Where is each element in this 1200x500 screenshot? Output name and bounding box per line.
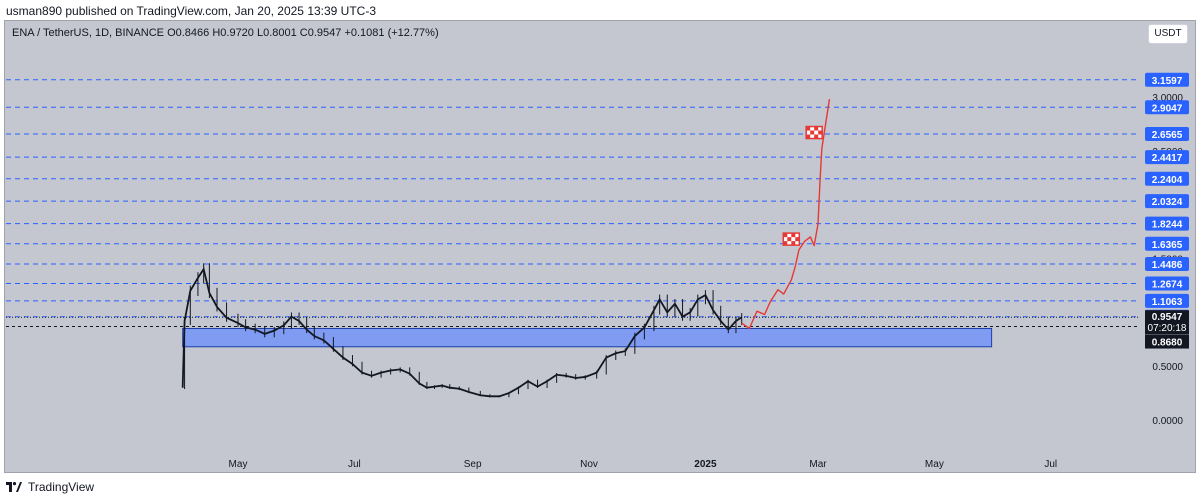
tradingview-logo-icon: [6, 482, 22, 492]
flag-check: [814, 134, 819, 139]
flag-check: [818, 130, 823, 135]
level-label-bg: [1145, 126, 1189, 141]
flag-check: [783, 233, 788, 238]
level-label: 1.8244: [1152, 220, 1183, 231]
brand-name: TradingView: [28, 480, 95, 494]
level-label-bg: [1145, 216, 1189, 231]
price-line: [181, 267, 743, 398]
flag-check: [814, 126, 819, 131]
x-tick-label: May: [925, 459, 944, 470]
x-tick-label: May: [229, 459, 248, 470]
countdown-label: 07:20:18: [1148, 323, 1187, 334]
support-label: 0.8680: [1152, 338, 1183, 349]
level-label-bg: [1145, 194, 1189, 209]
level-label: 2.0324: [1152, 197, 1183, 208]
x-tick-label: Nov: [580, 459, 598, 470]
level-label: 3.1597: [1152, 76, 1183, 87]
symbol-ohlc-line: ENA / TetherUS, 1D, BINANCE O0.8466 H0.9…: [12, 27, 439, 39]
flag-check: [791, 241, 796, 246]
projection-line: [741, 99, 831, 330]
level-label-bg: [1145, 171, 1189, 186]
level-label: 1.4486: [1152, 260, 1183, 271]
flag-check: [795, 237, 800, 242]
level-label-bg: [1145, 276, 1189, 291]
flag-check: [791, 233, 796, 238]
x-tick-label: Jul: [348, 459, 361, 470]
level-label: 1.1063: [1152, 297, 1183, 308]
x-tick-label: 2025: [694, 459, 717, 470]
target-flag-icon: [782, 232, 801, 246]
support-label-bg: [1145, 334, 1189, 349]
flag-check: [787, 237, 792, 242]
publish-info: usman890 published on TradingView.com, J…: [6, 4, 377, 18]
flag-check: [806, 134, 811, 139]
current-price-label-bg: [1145, 310, 1189, 335]
chart-panel[interactable]: [4, 20, 1196, 473]
level-label-bg: [1145, 257, 1189, 272]
footer-branding[interactable]: TradingView: [6, 480, 94, 494]
x-tick-label: Mar: [809, 459, 827, 470]
level-label-bg: [1145, 150, 1189, 165]
level-label-bg: [1145, 236, 1189, 251]
flag-check: [806, 126, 811, 131]
y-tick-label: 0.5000: [1152, 362, 1183, 373]
currency-unit-button[interactable]: USDT: [1148, 24, 1188, 44]
x-tick-label: Sep: [464, 459, 482, 470]
y-tick-label: 0.0000: [1152, 416, 1183, 427]
level-label-bg: [1145, 293, 1189, 308]
level-label: 1.6365: [1152, 240, 1183, 251]
current-price-label: 0.9547: [1152, 312, 1183, 323]
y-tick-label: 3.0000: [1152, 93, 1183, 104]
level-label-bg: [1145, 72, 1189, 87]
flag-check: [783, 241, 788, 246]
flag-check: [810, 130, 815, 135]
demand-zone: [182, 327, 993, 348]
level-label: 2.6565: [1152, 130, 1183, 141]
x-tick-label: Jul: [1044, 459, 1057, 470]
level-label: 1.2674: [1152, 280, 1183, 291]
target-flag-icon: [805, 125, 823, 140]
level-label-bg: [1145, 100, 1189, 115]
level-label: 2.4417: [1152, 153, 1183, 164]
level-label: 2.2404: [1152, 175, 1183, 186]
level-label: 2.9047: [1152, 103, 1183, 114]
